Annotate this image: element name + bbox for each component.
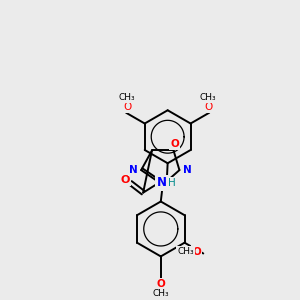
- Text: O: O: [123, 102, 131, 112]
- Text: N: N: [183, 165, 192, 175]
- Text: CH₃: CH₃: [119, 92, 135, 101]
- Text: N: N: [157, 176, 167, 189]
- Text: CH₃: CH₃: [177, 247, 194, 256]
- Text: CH₃: CH₃: [200, 92, 217, 101]
- Text: O: O: [156, 279, 165, 289]
- Text: O: O: [170, 139, 179, 148]
- Text: O: O: [121, 175, 130, 185]
- Text: CH₃: CH₃: [152, 289, 169, 298]
- Text: H: H: [168, 178, 176, 188]
- Text: O: O: [204, 102, 212, 112]
- Text: N: N: [129, 165, 138, 175]
- Text: O: O: [192, 247, 201, 256]
